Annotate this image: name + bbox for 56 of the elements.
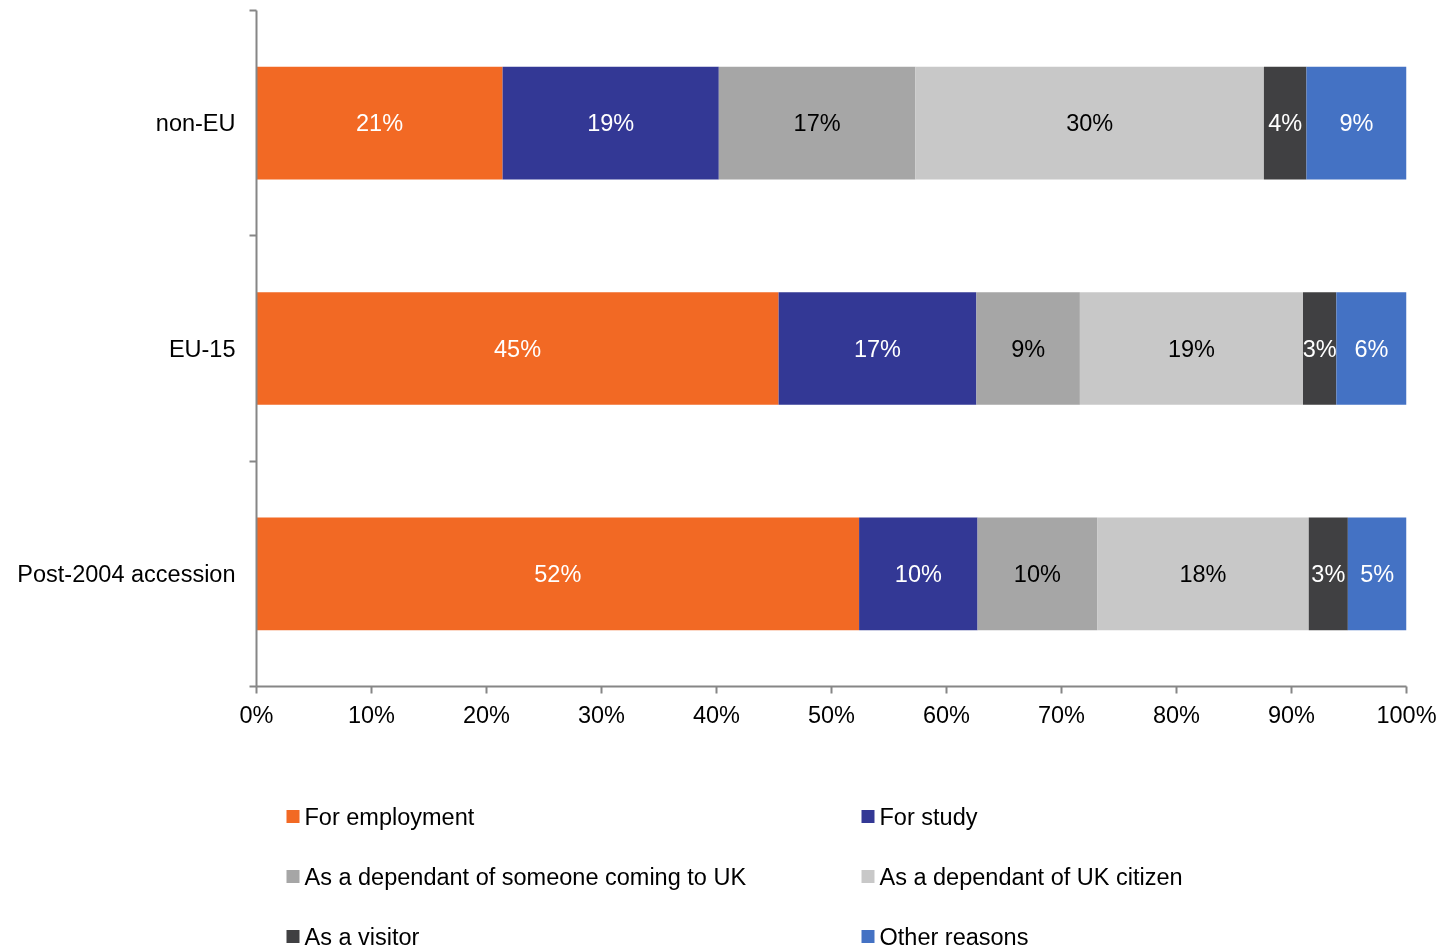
- y-tick-label: EU-15: [168, 335, 236, 362]
- bar: [1303, 292, 1337, 405]
- legend-label: As a dependant of someone coming to UK: [304, 863, 747, 890]
- bar: [256, 292, 779, 405]
- bar: [1097, 517, 1309, 631]
- x-tick-label: 20%: [462, 701, 511, 728]
- data-label: 18%: [1179, 560, 1227, 587]
- bar: [256, 517, 860, 631]
- x-tick-label: 40%: [692, 701, 741, 728]
- data-label: 52%: [534, 560, 582, 587]
- x-tick-label: 0%: [239, 701, 274, 728]
- x-tick-label: 60%: [922, 701, 971, 728]
- data-label: 3%: [1311, 560, 1346, 587]
- legend-label: For employment: [304, 803, 475, 830]
- bar: [915, 66, 1264, 180]
- data-label: 9%: [1011, 335, 1046, 362]
- data-label: 21%: [356, 110, 404, 137]
- data-label: 3%: [1302, 335, 1337, 362]
- data-label: 30%: [1066, 110, 1114, 137]
- bar: [1263, 66, 1307, 180]
- data-label: 19%: [587, 110, 635, 137]
- x-tick-label: 50%: [807, 701, 856, 728]
- data-label: 17%: [853, 335, 902, 362]
- data-label: 4%: [1268, 110, 1303, 137]
- legend-label: Other reasons: [879, 923, 1029, 950]
- bar: [502, 66, 719, 180]
- bar: [859, 517, 978, 631]
- x-tick-label: 100%: [1376, 701, 1437, 728]
- bar: [778, 292, 977, 405]
- data-label: 17%: [793, 110, 841, 137]
- bar: [718, 66, 916, 180]
- x-tick-label: 80%: [1152, 701, 1201, 728]
- legend-label: For study: [879, 803, 978, 830]
- y-tick-label: non-EU: [155, 110, 236, 137]
- bar: [976, 292, 1080, 405]
- data-label: 10%: [1013, 560, 1061, 587]
- legend-label: As a visitor: [304, 923, 420, 950]
- bar: [977, 517, 1098, 631]
- legend-label: As a dependant of UK citizen: [879, 863, 1183, 890]
- data-label: 6%: [1354, 335, 1389, 362]
- y-tick-label: Post-2004 accession: [17, 560, 236, 587]
- bar: [256, 66, 503, 180]
- x-tick-label: 70%: [1037, 701, 1086, 728]
- x-tick-label: 90%: [1267, 701, 1316, 728]
- bar: [1306, 66, 1407, 180]
- bar: [1308, 517, 1348, 631]
- data-label: 5%: [1360, 560, 1395, 587]
- x-tick-label: 30%: [577, 701, 626, 728]
- bar: [1347, 517, 1407, 631]
- bar: [1336, 292, 1407, 405]
- data-label: 45%: [494, 335, 542, 362]
- data-label: 19%: [1167, 335, 1216, 362]
- data-label: 10%: [894, 560, 942, 587]
- x-tick-label: 10%: [347, 701, 396, 728]
- data-label: 9%: [1339, 110, 1374, 137]
- bar: [1079, 292, 1303, 405]
